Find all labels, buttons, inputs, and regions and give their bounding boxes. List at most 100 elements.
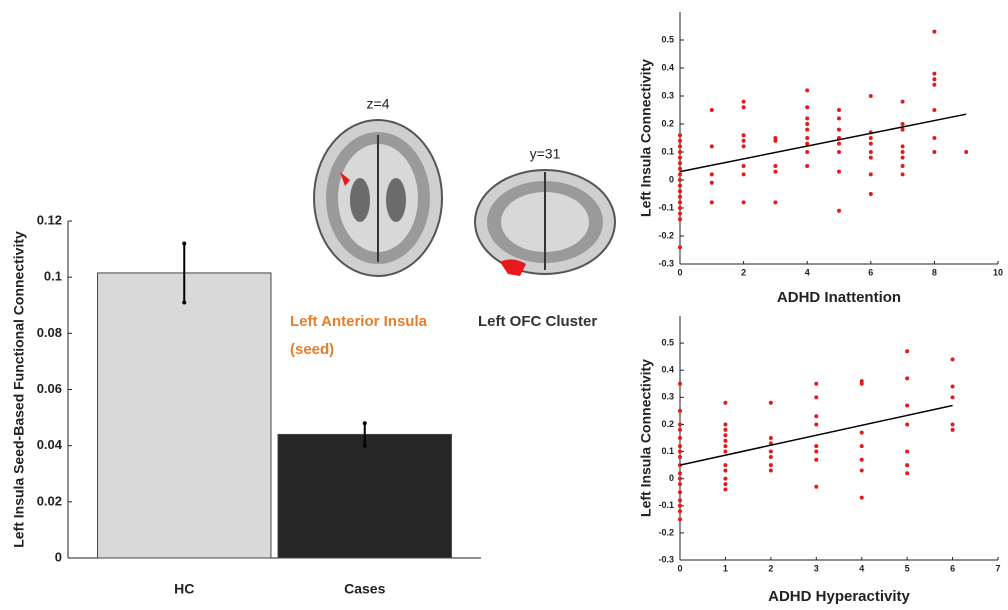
figure: z=4 y=31 Left Anterior Insula (seed) Lef…: [0, 0, 1008, 610]
scatter-point: [860, 496, 864, 500]
x-axis-label: ADHD Hyperactivity: [768, 588, 910, 605]
scatter-point: [932, 30, 936, 34]
y-tick-label: 0: [55, 549, 62, 564]
scatter-point: [678, 150, 682, 154]
y-tick-label: 0.5: [661, 337, 674, 347]
scatter-point: [773, 164, 777, 168]
scatter-point: [678, 455, 682, 459]
scatter-point: [860, 469, 864, 473]
scatter-point: [901, 100, 905, 104]
scatter-point: [742, 105, 746, 109]
y-tick-label: 0.08: [37, 325, 62, 340]
scatter-point: [723, 469, 727, 473]
scatter-point: [678, 422, 682, 426]
y-tick-label: 0.02: [37, 493, 62, 508]
scatter-point: [814, 422, 818, 426]
scatter-point: [769, 455, 773, 459]
x-tick-label: 0: [677, 267, 682, 277]
scatter-point: [905, 376, 909, 380]
scatter-point: [742, 133, 746, 137]
scatter-point: [710, 108, 714, 112]
scatter-point: [769, 469, 773, 473]
scatter-point: [805, 142, 809, 146]
y-tick-label: -0.2: [658, 527, 674, 537]
x-tick-label: HC: [174, 581, 194, 597]
scatter-point: [869, 150, 873, 154]
scatter-point: [723, 477, 727, 481]
scatter-point: [837, 170, 841, 174]
x-tick-label: 2: [741, 267, 746, 277]
scatter-point: [769, 450, 773, 454]
scatter-point: [837, 209, 841, 213]
scatter-point: [742, 144, 746, 148]
error-cap: [363, 421, 367, 425]
scatter-point: [905, 349, 909, 353]
scatter-point: [678, 444, 682, 448]
scatter-point: [678, 382, 682, 386]
scatter-point: [678, 471, 682, 475]
scatter-point: [837, 116, 841, 120]
y-tick-label: -0.1: [658, 202, 674, 212]
scatter-point: [773, 139, 777, 143]
scatter-point: [951, 395, 955, 399]
bar: [98, 273, 271, 558]
scatter-point: [805, 122, 809, 126]
x-tick-label: 3: [814, 563, 819, 573]
scatter-point: [905, 403, 909, 407]
coronal-brain-image: [475, 170, 615, 276]
y-axis-label: Left Insula Seed-Based Functional Connec…: [11, 231, 27, 548]
scatter-point: [814, 485, 818, 489]
scatter-point: [901, 172, 905, 176]
scatter-point: [860, 382, 864, 386]
scatter-point: [869, 156, 873, 160]
scatter-point: [964, 150, 968, 154]
scatter-point: [678, 189, 682, 193]
y-axis-label: Left Insula Connectivity: [638, 359, 654, 517]
scatter-point: [901, 144, 905, 148]
scatter-point: [678, 200, 682, 204]
scatter-point: [723, 463, 727, 467]
scatter-point: [805, 105, 809, 109]
trend-line: [680, 114, 966, 171]
y-tick-label: 0.4: [661, 365, 674, 375]
scatter-point: [742, 100, 746, 104]
scatter-point: [710, 172, 714, 176]
x-tick-label: 4: [859, 563, 864, 573]
scatter-point: [869, 94, 873, 98]
scatter-point: [742, 164, 746, 168]
scatter-point: [814, 382, 818, 386]
scatter-point: [710, 181, 714, 185]
scatter-point: [723, 482, 727, 486]
x-tick-label: 8: [932, 267, 937, 277]
bar: [278, 434, 451, 558]
y-tick-label: 0: [669, 473, 674, 483]
scatter-point: [678, 409, 682, 413]
y-tick-label: -0.2: [658, 230, 674, 240]
y-tick-label: 0.2: [661, 118, 674, 128]
y-tick-label: -0.3: [658, 258, 674, 268]
scatter-point: [837, 142, 841, 146]
scatter-point: [805, 88, 809, 92]
x-tick-label: 5: [905, 563, 910, 573]
scatter-point: [951, 422, 955, 426]
y-tick-label: 0.1: [661, 446, 674, 456]
scatter-point: [678, 156, 682, 160]
scatter-point: [678, 490, 682, 494]
y-tick-label: 0.04: [37, 437, 63, 452]
y-tick-label: 0.3: [661, 90, 674, 100]
error-cap: [182, 300, 186, 304]
scatter-point: [837, 128, 841, 132]
scatter-point: [723, 488, 727, 492]
image-caption: Left Anterior Insula: [290, 313, 428, 330]
scatter-point: [723, 428, 727, 432]
y-axis-label: Left Insula Connectivity: [638, 59, 654, 217]
y-tick-label: 0: [669, 174, 674, 184]
scatter-point: [932, 136, 936, 140]
y-tick-label: 0.06: [37, 381, 62, 396]
scatter-point: [860, 431, 864, 435]
scatter-point: [901, 156, 905, 160]
scatter-point: [742, 172, 746, 176]
y-tick-label: 0.12: [37, 212, 62, 227]
error-cap: [363, 444, 367, 448]
x-tick-label: 6: [868, 267, 873, 277]
